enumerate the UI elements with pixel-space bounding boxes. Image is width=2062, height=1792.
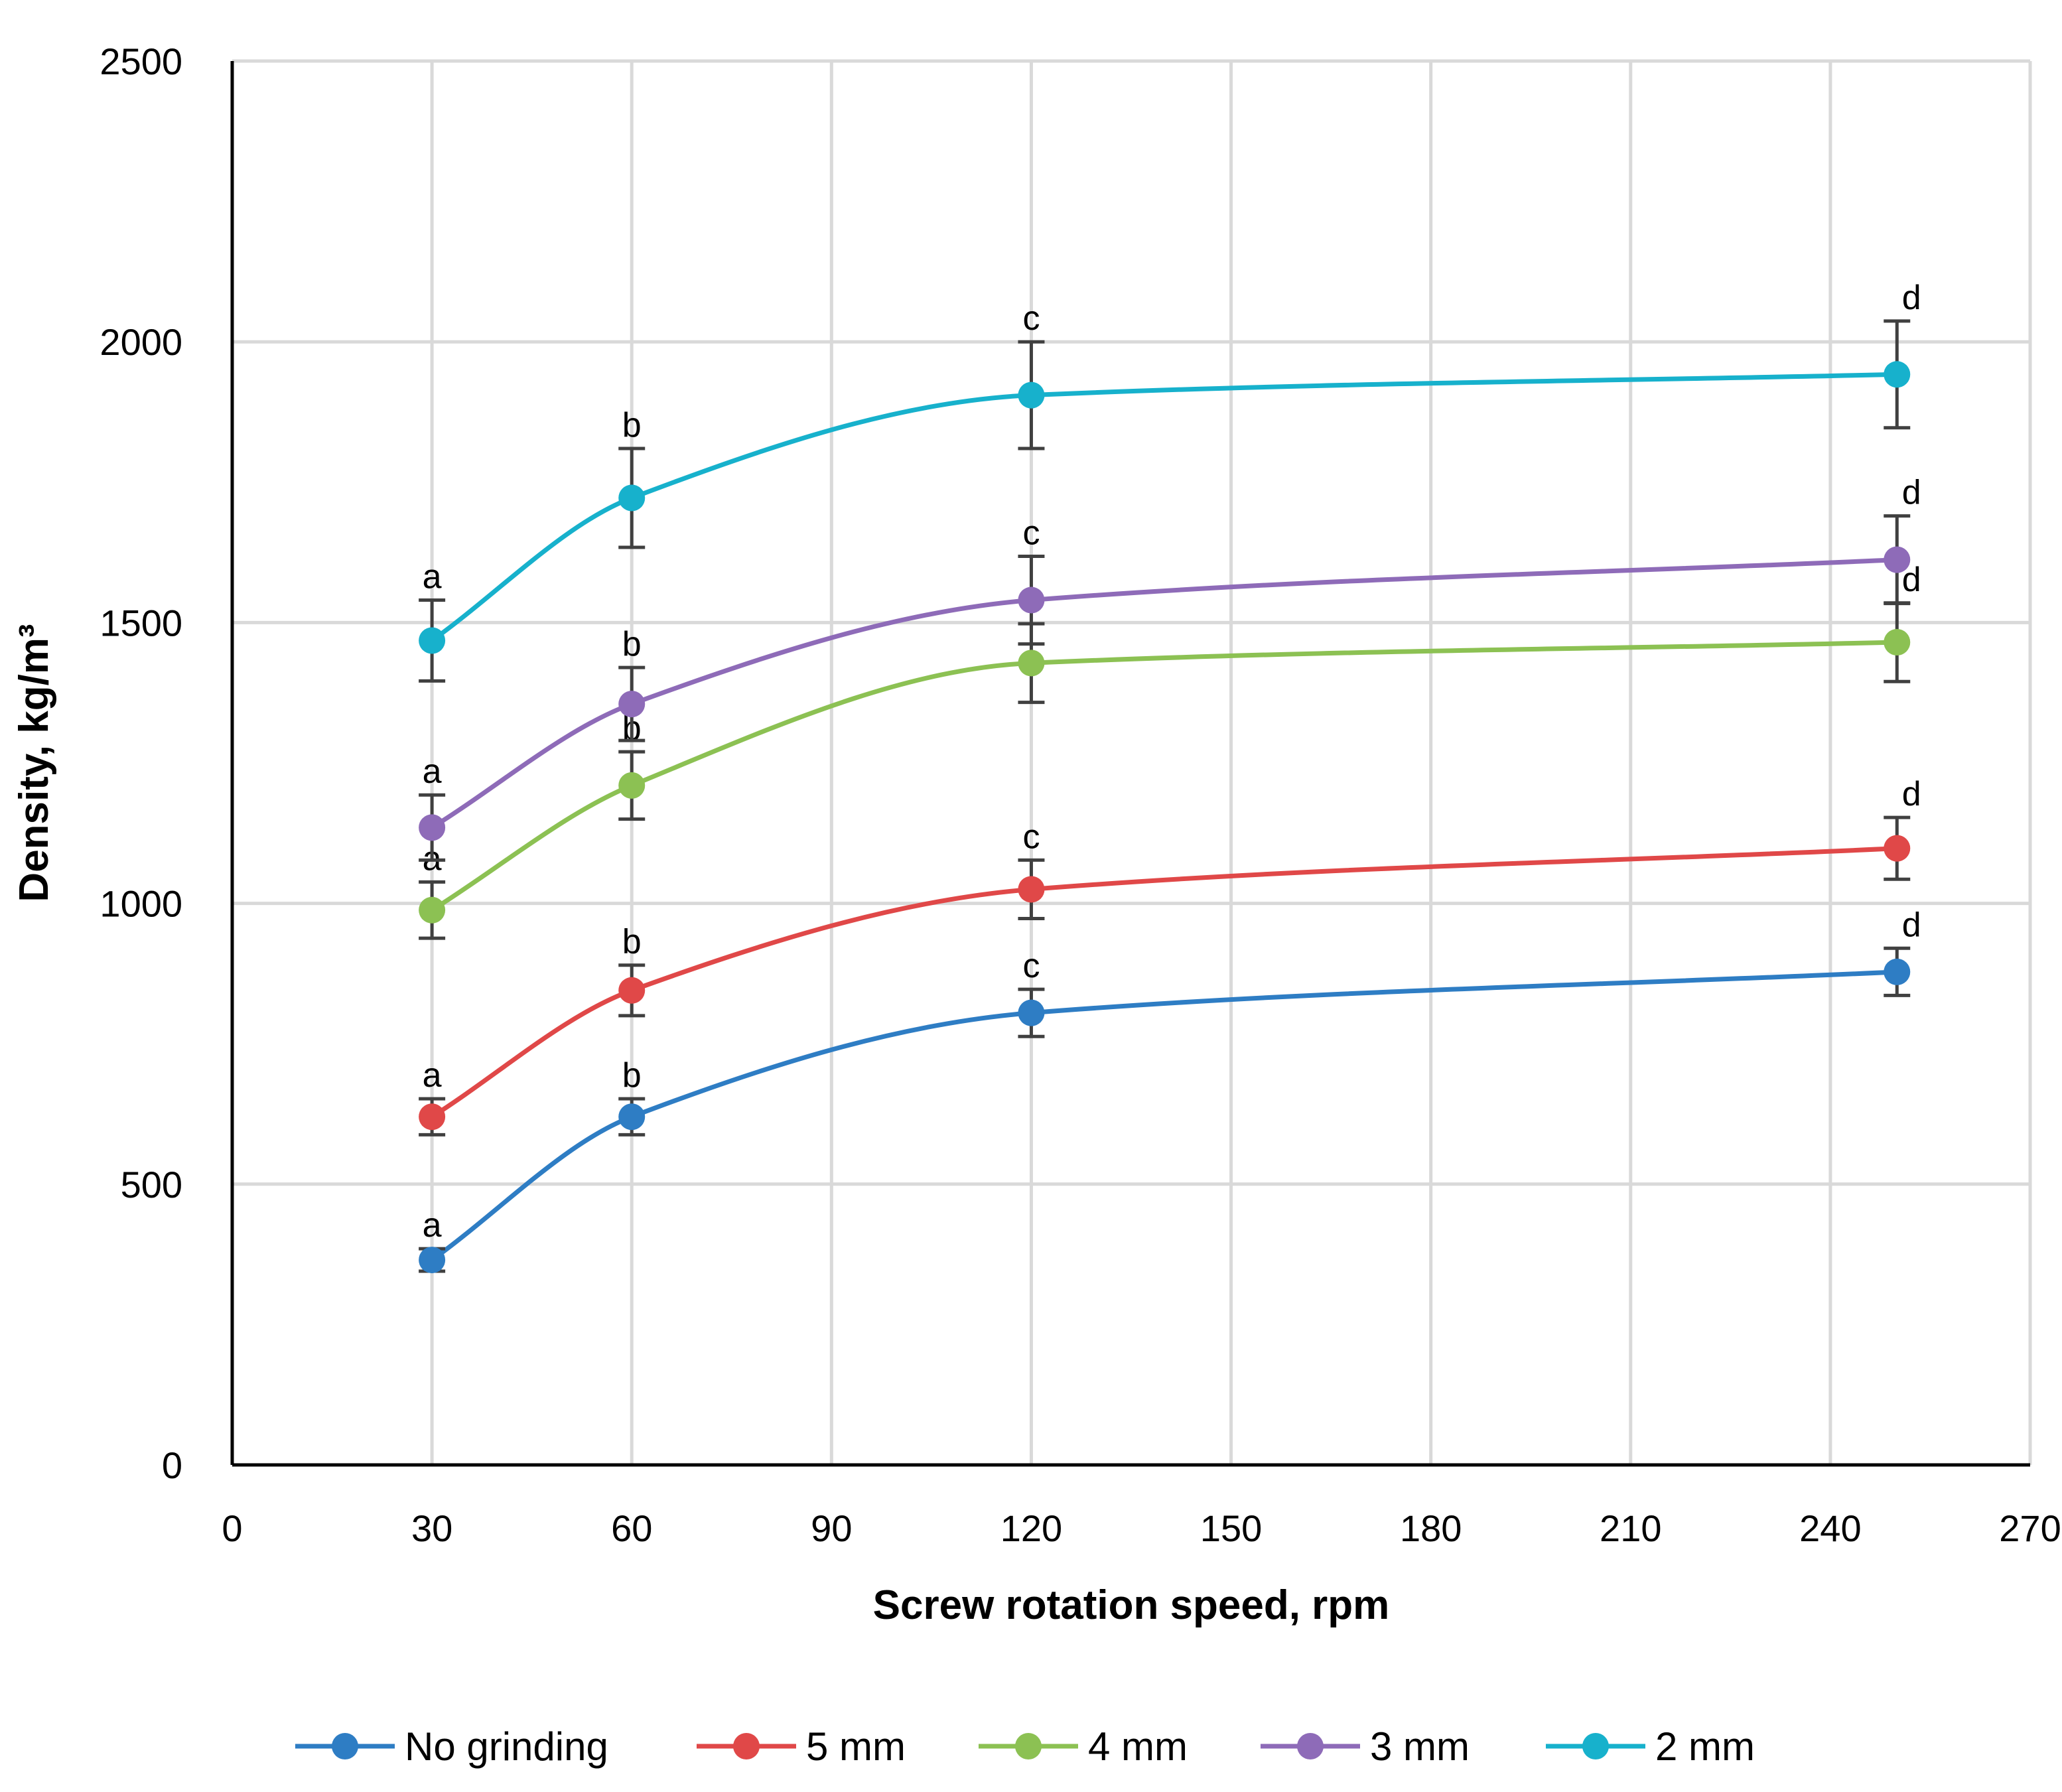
- series-line: [431, 372, 1897, 643]
- legend-label: 3 mm: [1370, 1724, 1470, 1769]
- data-point: [1884, 546, 1911, 573]
- x-axis-title: Screw rotation speed, rpm: [873, 1582, 1390, 1628]
- series-2-mm: a b c d: [419, 279, 1921, 683]
- data-point: [1884, 629, 1911, 656]
- data-point: [1884, 361, 1911, 388]
- y-tick-label: 2000: [100, 321, 182, 363]
- data-point: [1018, 586, 1045, 614]
- significance-label: a: [423, 752, 442, 791]
- series-5-mm: a b c d: [419, 775, 1921, 1137]
- significance-label: c: [1022, 947, 1040, 985]
- gridlines: [232, 59, 2032, 1465]
- significance-label: c: [1022, 299, 1040, 338]
- legend-swatch-marker: [332, 1733, 358, 1759]
- axes: [230, 61, 2030, 1467]
- tick-labels: 0 30 60 90 120 150 180 210 240 270 0 500 1000 1500 200…: [100, 40, 2061, 1549]
- y-tick-label: 500: [121, 1164, 182, 1206]
- legend-item: No grinding: [295, 1724, 608, 1769]
- significance-label: d: [1902, 279, 1921, 317]
- legend: No grinding 5 mm 4 mm 3 mm 2 mm: [295, 1724, 1755, 1769]
- data-point: [419, 1247, 446, 1274]
- legend-swatch-marker: [1297, 1733, 1324, 1759]
- y-axis-title: Density, kg/m³: [11, 624, 57, 902]
- significance-label: d: [1902, 906, 1921, 944]
- x-tick-label: 270: [1999, 1507, 2061, 1549]
- x-tick-label: 120: [1000, 1507, 1062, 1549]
- x-tick-label: 180: [1400, 1507, 1462, 1549]
- data-point: [419, 627, 446, 654]
- series-lines: abcdabcdabcdabcdabcd: [419, 279, 1921, 1274]
- data-point: [618, 977, 646, 1004]
- legend-swatch-marker: [733, 1733, 760, 1759]
- x-tick-label: 60: [611, 1507, 652, 1549]
- series-no-grinding: a b c d: [419, 906, 1921, 1274]
- x-tick-label: 90: [811, 1507, 852, 1549]
- legend-label: 2 mm: [1655, 1724, 1755, 1769]
- significance-label: c: [1022, 817, 1040, 856]
- series-4-mm: a b c d: [419, 561, 1921, 940]
- series-line: [431, 846, 1897, 1119]
- legend-item: 3 mm: [1261, 1724, 1470, 1769]
- y-tick-label: 2500: [100, 40, 182, 82]
- significance-label: a: [423, 1206, 442, 1245]
- legend-label: 5 mm: [806, 1724, 906, 1769]
- data-point: [419, 814, 446, 841]
- significance-label: b: [622, 1056, 642, 1095]
- legend-item: 5 mm: [697, 1724, 906, 1769]
- data-point: [618, 691, 646, 718]
- legend-item: 2 mm: [1546, 1724, 1755, 1769]
- data-point: [618, 772, 646, 799]
- series-3-mm: a b c d: [419, 474, 1921, 862]
- series-line: [431, 557, 1897, 830]
- legend-item: 4 mm: [979, 1724, 1188, 1769]
- significance-label: d: [1902, 775, 1921, 813]
- series-line: [431, 969, 1897, 1262]
- x-tick-label: 150: [1200, 1507, 1262, 1549]
- data-point: [1018, 650, 1045, 677]
- series-line: [431, 640, 1897, 912]
- y-tick-label: 1000: [100, 883, 182, 925]
- significance-label: a: [423, 1056, 442, 1095]
- data-point: [1018, 381, 1045, 409]
- x-tick-label: 210: [1600, 1507, 1661, 1549]
- significance-label: b: [622, 923, 642, 961]
- significance-label: d: [1902, 474, 1921, 512]
- legend-swatch-marker: [1015, 1733, 1042, 1759]
- y-tick-label: 1500: [100, 602, 182, 644]
- legend-swatch-marker: [1582, 1733, 1609, 1759]
- data-point: [618, 1103, 646, 1131]
- data-point: [1018, 999, 1045, 1026]
- data-point: [419, 896, 446, 924]
- x-tick-label: 30: [411, 1507, 452, 1549]
- data-point: [618, 484, 646, 512]
- significance-label: a: [423, 558, 442, 596]
- x-tick-label: 240: [1799, 1507, 1861, 1549]
- significance-label: b: [622, 406, 642, 445]
- x-tick-label: 0: [222, 1507, 242, 1549]
- y-tick-label: 0: [162, 1444, 182, 1486]
- significance-label: b: [622, 625, 642, 663]
- legend-label: No grinding: [405, 1724, 608, 1769]
- data-point: [1018, 876, 1045, 903]
- legend-label: 4 mm: [1088, 1724, 1188, 1769]
- data-point: [1884, 958, 1911, 985]
- data-point: [1884, 835, 1911, 862]
- data-point: [419, 1103, 446, 1131]
- significance-label: c: [1022, 514, 1040, 553]
